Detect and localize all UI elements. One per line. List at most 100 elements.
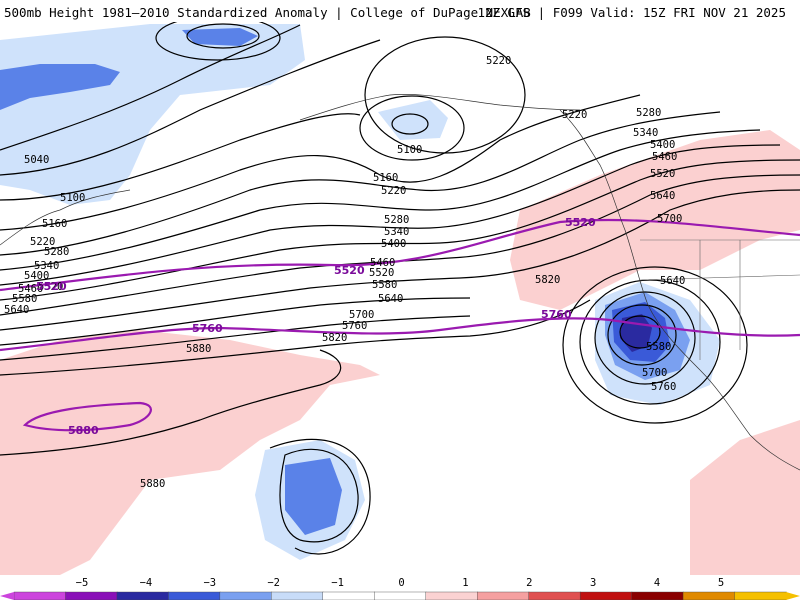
colorbar-segment: [631, 591, 684, 600]
contour-label: 5700: [642, 367, 667, 379]
negative-anomaly-north-core: [182, 28, 258, 46]
colorbar-tick-label: 2: [526, 577, 532, 589]
colorbar: −5 −4 −3 −2 −1 0 1 2 3 4 5: [0, 577, 800, 600]
contour-label: 5820: [322, 332, 347, 344]
contour-label: 5700: [657, 213, 682, 225]
anomaly-map: 5040 5100 5160 5220 5280 5340 5400 5460 …: [0, 22, 800, 575]
contour-label: 5340: [384, 226, 409, 238]
contour-label: 5400: [650, 139, 675, 151]
negative-anomaly-south-core: [285, 458, 342, 535]
climo-labels: 5520 5520 5520 5760 5760 5880: [36, 216, 596, 437]
contour-label: 5760: [651, 381, 676, 393]
contour-labels: 5040 5100 5160 5220 5280 5340 5400 5460 …: [4, 55, 685, 490]
coastline: [299, 94, 581, 121]
contour-label: 5520: [650, 168, 675, 180]
contour-cutoff-ring: [607, 304, 677, 366]
climo-label: 5520: [36, 280, 67, 293]
contour-line: [0, 129, 761, 271]
contour-label: 5580: [372, 279, 397, 291]
contour-cutoff-ring: [619, 315, 661, 349]
colorbar-ticks: −5 −4 −3 −2 −1 0 1 2 3 4 5: [76, 577, 724, 589]
contour-label: 5580: [646, 341, 671, 353]
positive-anomaly-northeast: [510, 130, 800, 310]
contour-line: [0, 159, 800, 301]
colorbar-segment: [116, 591, 170, 600]
contour-label: 5880: [140, 478, 165, 490]
coastline: [0, 189, 131, 246]
contour-line: [0, 349, 342, 456]
contour-label: 5640: [660, 275, 685, 287]
colorbar-segment: [13, 591, 67, 600]
negative-anomaly-nw-core: [0, 64, 120, 110]
colorbar-tick-label: −1: [331, 577, 344, 589]
positive-anomaly-central: [0, 330, 380, 575]
contour-label: 5400: [24, 270, 49, 282]
colorbar-segment: [322, 591, 375, 600]
contour-label: 5400: [381, 238, 406, 250]
contour-cutoff-ring: [562, 266, 748, 424]
climo-label: 5520: [565, 216, 596, 229]
contour-label: 5700: [349, 309, 374, 321]
colorbar-segment: [168, 591, 221, 600]
climo-label: 5760: [192, 322, 223, 335]
positive-anomaly-southeast: [690, 420, 800, 575]
colorbar-tick-label: 0: [398, 577, 404, 589]
contour-line: [0, 299, 591, 376]
state-borders: [639, 239, 800, 360]
contour-cutoff-ring: [579, 279, 721, 405]
colorbar-segment: [477, 591, 530, 600]
colorbar-segment: [682, 591, 736, 600]
climatology-contours: [0, 218, 800, 432]
contour-label: 5460: [370, 257, 395, 269]
contour-closed-south: [279, 448, 359, 543]
contour-label: 5640: [650, 190, 675, 202]
colorbar-segment: [374, 591, 427, 600]
climo-line-5760: [0, 317, 800, 352]
map-title: 500mb Height 1981–2010 Standardized Anom…: [4, 5, 531, 20]
colorbar-segment: [425, 591, 478, 600]
contour-closed-low: [391, 113, 429, 135]
contour-line: [0, 297, 471, 346]
contour-label: 5100: [397, 144, 422, 156]
contour-label: 5160: [42, 218, 67, 230]
contour-label: 5640: [378, 293, 403, 305]
contour-closed-low: [364, 36, 526, 154]
colorbar-tick-label: −2: [267, 577, 280, 589]
climo-label: 5520: [334, 264, 365, 277]
contour-label: 5340: [34, 260, 59, 272]
climo-label: 5880: [68, 424, 99, 437]
contour-label: 5220: [562, 109, 587, 121]
contour-label: 5580: [12, 293, 37, 305]
contour-line: [0, 113, 361, 201]
contour-label: 5220: [30, 236, 55, 248]
contour-label: 5220: [486, 55, 511, 67]
climo-line-5520: [0, 218, 800, 292]
contour-line: [0, 24, 301, 151]
coastlines: [0, 94, 800, 471]
contour-label: 5040: [24, 154, 49, 166]
contour-line: [0, 174, 800, 316]
contour-label: 5760: [342, 320, 367, 332]
colorbar-segment: [219, 591, 273, 600]
colorbar-right-arrow: [786, 592, 800, 600]
contour-label: 5160: [373, 172, 398, 184]
contour-line: [0, 315, 471, 361]
contour-label: 5520: [369, 267, 394, 279]
colorbar-segments: [13, 591, 787, 600]
height-contours: [0, 22, 800, 555]
contour-closed-low: [155, 22, 281, 61]
contour-label: 5460: [18, 283, 43, 295]
contour-closed-south: [269, 438, 371, 555]
colorbar-tick-label: 3: [590, 577, 596, 589]
colorbar-tick-label: 4: [654, 577, 660, 589]
colorbar-tick-label: −4: [140, 577, 153, 589]
colorbar-tick-label: 1: [462, 577, 468, 589]
climo-line-5880: [22, 401, 152, 432]
climo-label: 5760: [541, 308, 572, 321]
contour-line: [0, 189, 800, 331]
contour-line: [0, 144, 781, 286]
contour-label: 5220: [381, 185, 406, 197]
anomaly-shading: [0, 24, 800, 575]
contour-label: 5100: [60, 192, 85, 204]
contour-label: 5880: [186, 343, 211, 355]
